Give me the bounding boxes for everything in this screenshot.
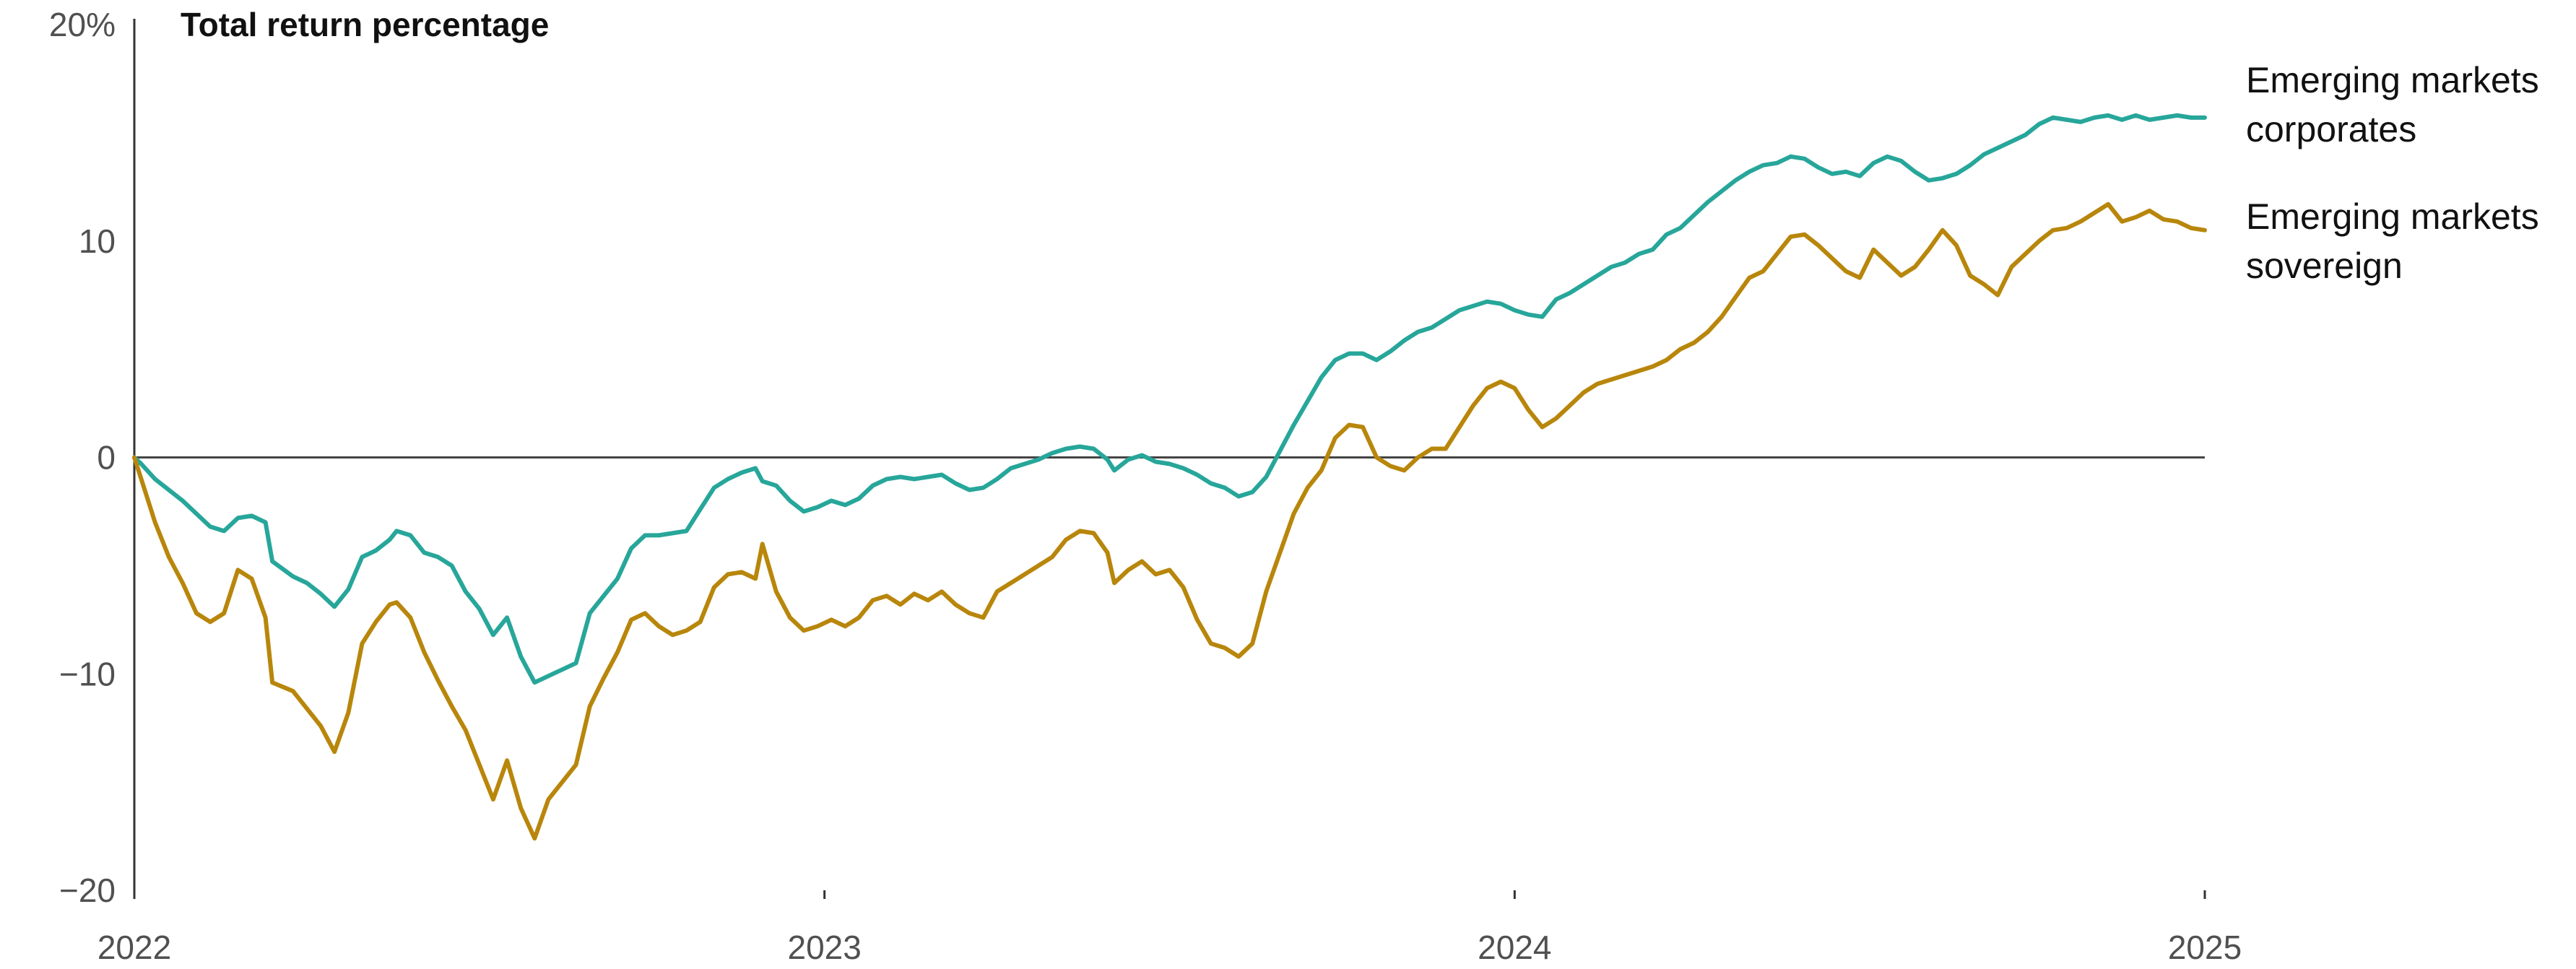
y-tick-label: −20 [59,872,116,909]
legend-label-corporates: Emerging markets [2246,60,2539,100]
x-axis-ticks: 2022 2023 2024 2025 [97,890,2242,966]
x-tick-label: 2023 [787,929,861,966]
y-tick-label: 0 [97,439,116,477]
chart-title: Total return percentage [181,6,549,43]
legend-label-corporates: corporates [2246,109,2416,149]
series-lines [132,113,2207,841]
y-tick-label: −10 [59,655,116,692]
x-tick-label: 2025 [2168,929,2242,966]
legend-label-sovereign: sovereign [2246,245,2403,286]
y-tick-label: 10 [79,222,116,260]
x-tick-label: 2024 [1478,929,1551,966]
series-line-sovereign [132,201,2207,841]
legend-label-sovereign: Emerging markets [2246,196,2539,237]
y-tick-label: 20% [49,6,116,43]
y-axis-ticks: 20% 10 0 −10 −20 [49,6,116,909]
legend: Emerging markets corporates Emerging marke… [2246,60,2539,286]
x-tick-label: 2022 [97,929,171,966]
series-line-corporates [132,113,2207,685]
